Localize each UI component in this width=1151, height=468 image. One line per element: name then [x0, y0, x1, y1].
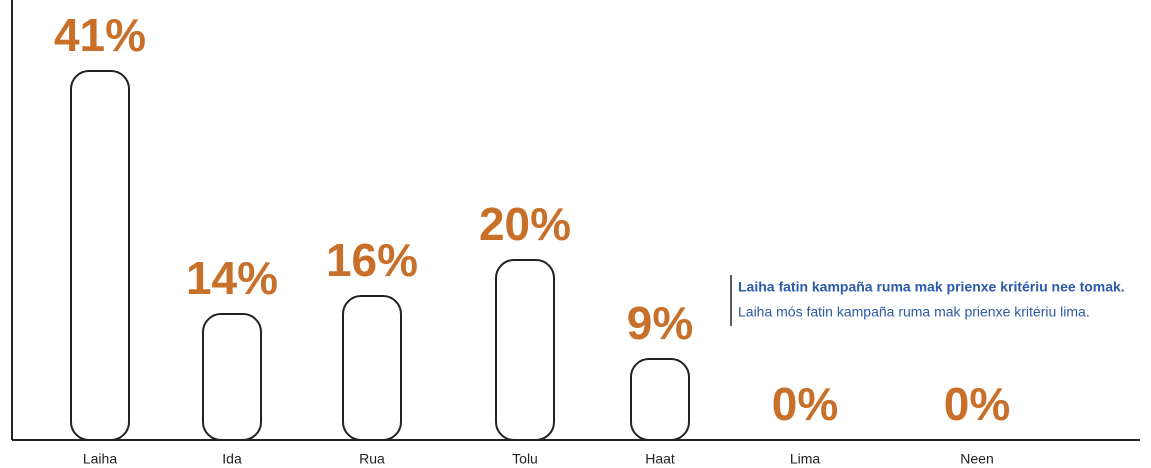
x-tick-label: Laiha — [83, 451, 117, 467]
annotation-title: Laiha fatin kampaña ruma mak prienxe kri… — [738, 279, 1125, 295]
value-label: 14% — [186, 252, 278, 304]
hand-bar — [342, 295, 402, 441]
value-label: 9% — [627, 297, 693, 349]
hand-bar — [495, 259, 555, 441]
value-label: 0% — [944, 378, 1010, 430]
hand-bar — [202, 313, 262, 441]
x-tick-label: Tolu — [512, 451, 538, 467]
value-label: 16% — [326, 234, 418, 286]
x-tick-label: Ida — [222, 451, 242, 467]
x-tick-label: Rua — [359, 451, 385, 467]
value-label: 20% — [479, 198, 571, 250]
hand-bar — [630, 358, 690, 441]
x-tick-label: Lima — [790, 451, 821, 467]
x-tick-label: Neen — [960, 451, 993, 467]
value-label: 0% — [772, 378, 838, 430]
annotation-text: Laiha mós fatin kampaña ruma mak prienxe… — [738, 304, 1090, 320]
value-label: 41% — [54, 9, 146, 61]
x-tick-label: Haat — [645, 451, 675, 467]
hand-bar — [70, 70, 130, 441]
